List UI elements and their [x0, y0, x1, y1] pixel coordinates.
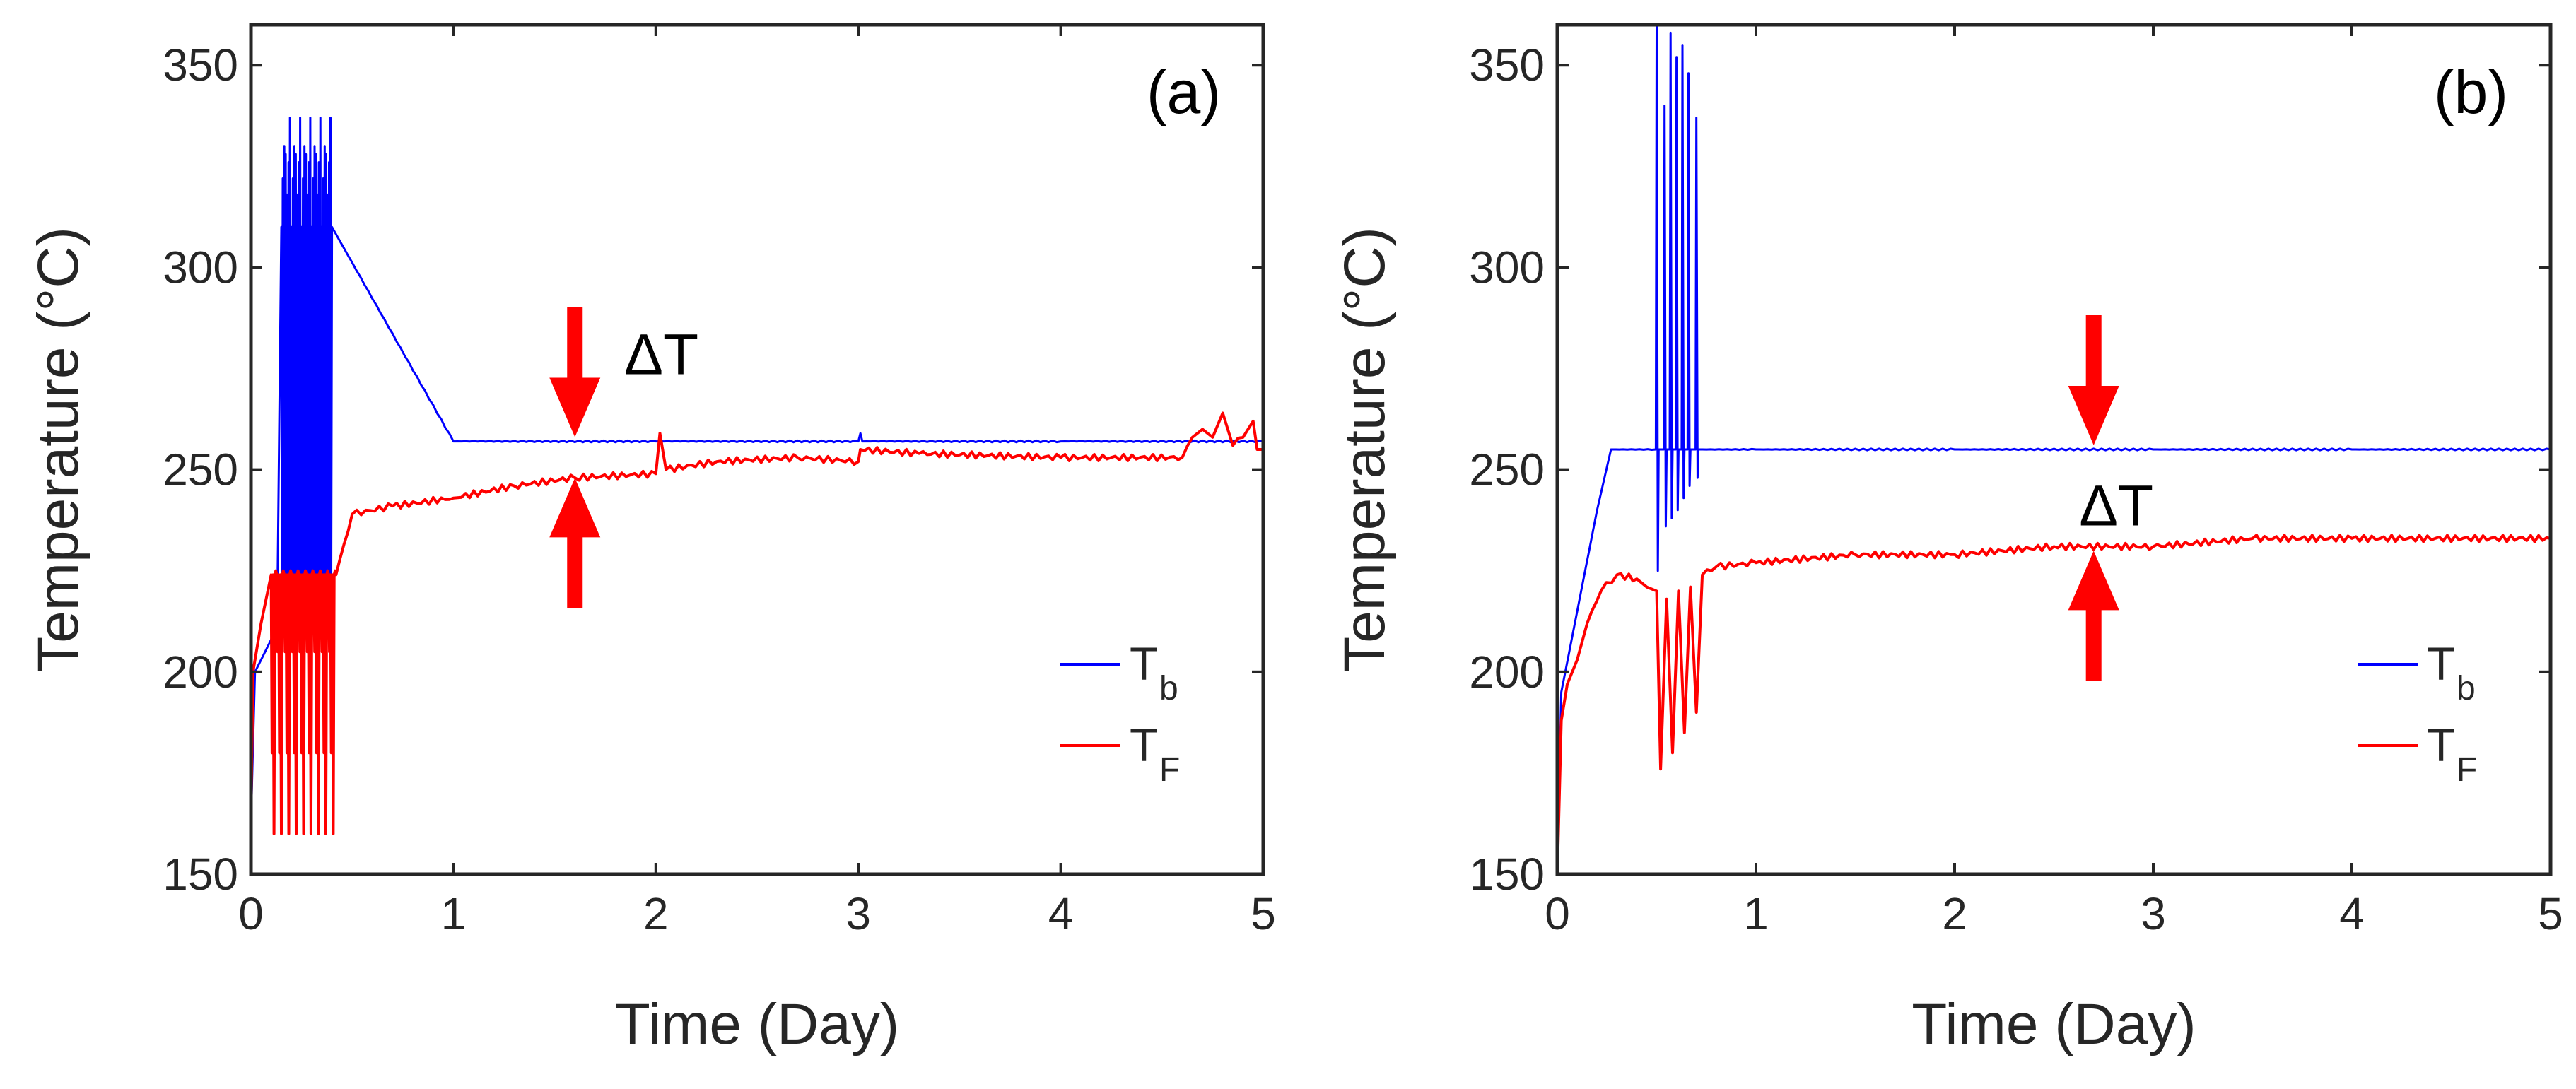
arrow-up-head	[549, 478, 601, 538]
y-tick-label: 300	[1469, 242, 1545, 293]
delta-t-arrows	[2068, 315, 2119, 681]
legend-subscript-F: F	[1159, 751, 1180, 789]
y-tick-label: 200	[1469, 647, 1545, 697]
y-tick-label: 150	[163, 849, 238, 900]
x-tick-label: 0	[1545, 888, 1570, 939]
legend-label-Tb: T	[1130, 637, 1158, 690]
y-tick-label: 350	[1469, 40, 1545, 90]
arrow-down-head	[2068, 386, 2119, 445]
series-line-TF	[250, 411, 1263, 835]
x-tick-label: 4	[1048, 888, 1074, 939]
series-TF	[250, 411, 1263, 835]
panel-label: (b)	[2434, 59, 2508, 126]
delta-t-arrows	[549, 307, 601, 608]
series-Tb	[1556, 23, 2551, 875]
y-tick-label: 250	[163, 445, 238, 495]
axes-box	[1555, 23, 2553, 876]
x-axis-label: Time (Day)	[1911, 992, 2196, 1056]
arrow-up-head	[2068, 551, 2119, 611]
panel-label: (a)	[1147, 59, 1221, 126]
arrow-down-shaft	[2085, 315, 2102, 393]
x-tick-label: 5	[2538, 888, 2563, 939]
x-tick-label: 1	[1743, 888, 1769, 939]
arrow-up-shaft	[2085, 603, 2102, 681]
series-Tb	[250, 117, 1264, 822]
x-tick-label: 4	[2339, 888, 2365, 939]
x-tick-label: 2	[1942, 888, 1967, 939]
axes-box	[249, 23, 1265, 876]
arrow-up-shaft	[567, 530, 583, 608]
legend-subscript-b: b	[2457, 670, 2476, 707]
x-tick-label: 3	[2141, 888, 2166, 939]
legend-subscript-b: b	[1159, 670, 1178, 707]
x-tick-label: 5	[1251, 888, 1276, 939]
x-tick-label: 3	[845, 888, 871, 939]
legend-label-TF: T	[2427, 719, 2455, 771]
x-tick-label: 2	[643, 888, 669, 939]
y-axis-label: Temperature (°C)	[26, 227, 90, 672]
series-line-Tb	[1556, 23, 2551, 875]
y-tick-label: 250	[1469, 445, 1545, 495]
y-tick-label: 300	[163, 242, 238, 293]
x-axis-label: Time (Day)	[615, 992, 899, 1056]
arrow-down-head	[549, 377, 601, 437]
delta-t-label: ΔT	[624, 323, 698, 387]
chart-panel-a: 0 1 2 3 4 5 150 200 250 300 350 Time (Day) Temperatu…	[26, 23, 1276, 1056]
series-line-TF	[1556, 534, 2551, 875]
y-axis-label: Temperature (°C)	[1333, 227, 1397, 672]
legend-label-Tb: T	[2427, 637, 2455, 690]
series-line-Tb	[250, 117, 1264, 822]
series-TF	[1556, 534, 2551, 875]
y-tick-label: 200	[163, 647, 238, 697]
x-tick-label: 1	[441, 888, 467, 939]
legend-subscript-F: F	[2457, 751, 2477, 789]
chart-panel-b: 0 1 2 3 4 5 150 200 250 300 350 Time (Day) Temperatu…	[1333, 23, 2563, 1056]
y-tick-label: 150	[1469, 849, 1545, 900]
y-tick-label: 350	[163, 40, 238, 90]
legend-label-TF: T	[1130, 719, 1158, 771]
delta-t-label: ΔT	[2079, 473, 2153, 538]
x-tick-label: 0	[238, 888, 264, 939]
arrow-down-shaft	[567, 307, 583, 385]
